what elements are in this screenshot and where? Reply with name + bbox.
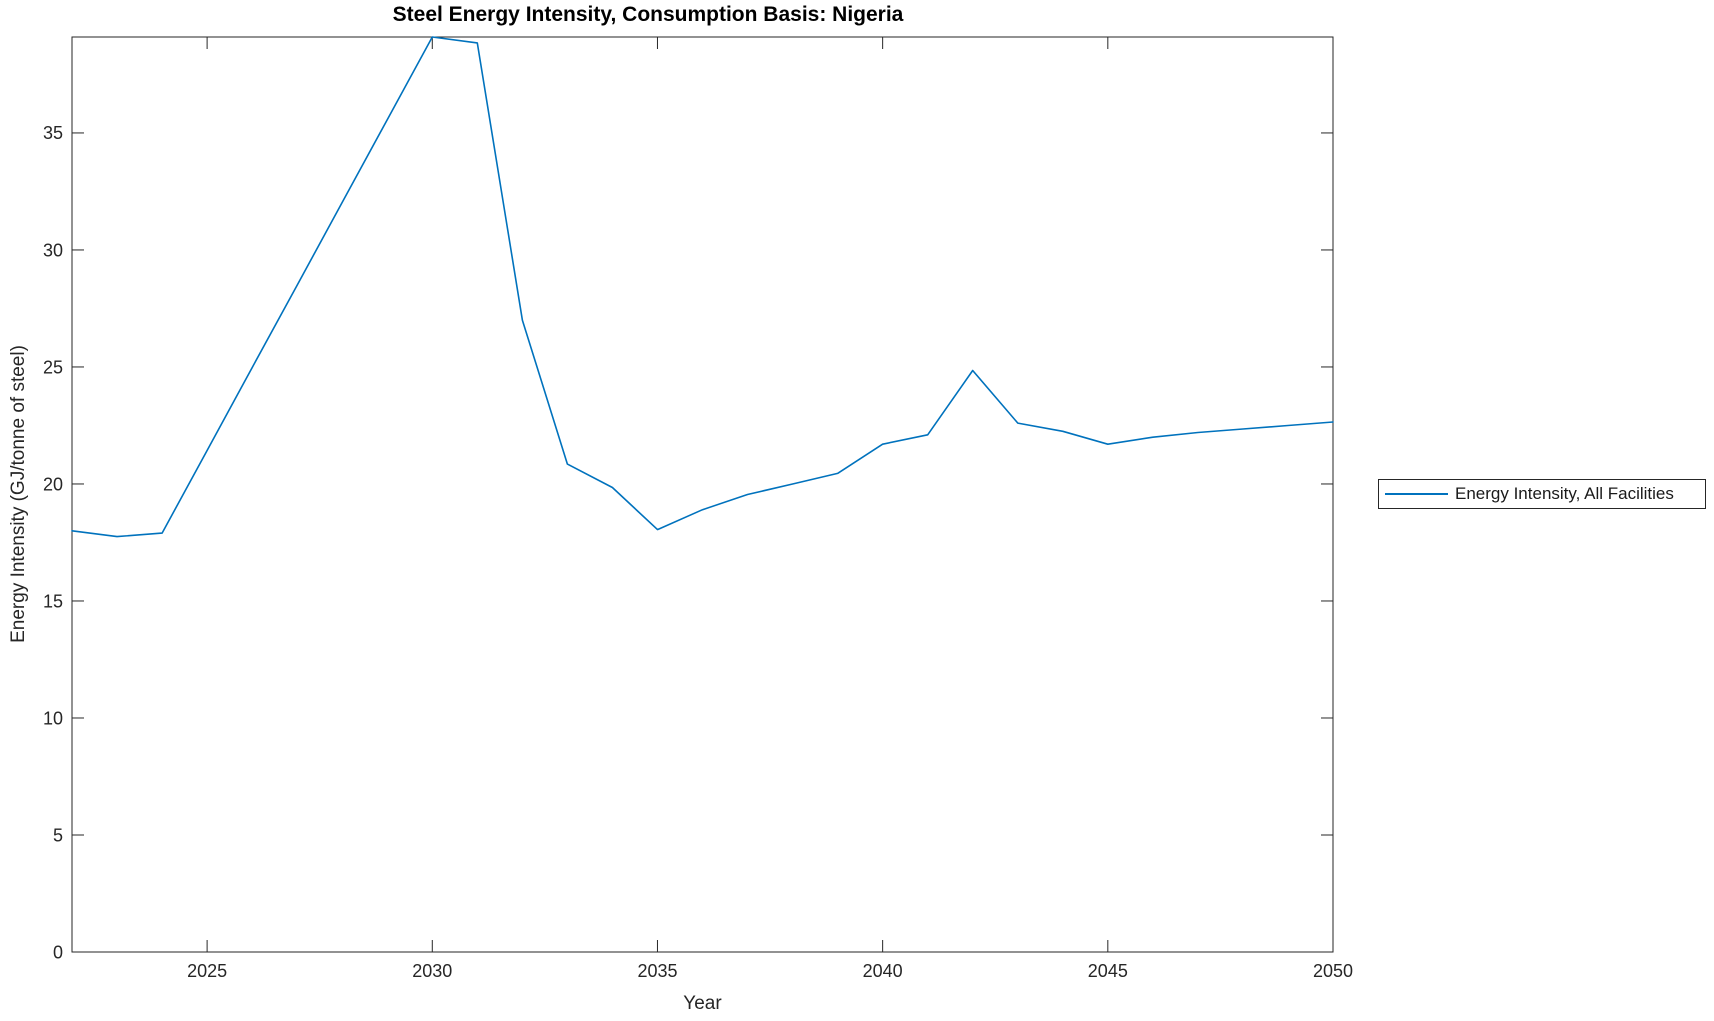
y-tick-label: 25 — [43, 357, 63, 377]
axes-box — [71, 36, 1334, 953]
x-tick-label: 2050 — [1313, 961, 1353, 981]
y-axis-label: Energy Intensity (GJ/tonne of steel) — [8, 345, 29, 643]
x-tick-label: 2045 — [1088, 961, 1128, 981]
x-tick-label: 2030 — [412, 961, 452, 981]
y-tick-label: 20 — [43, 474, 63, 494]
chart-title: Steel Energy Intensity, Consumption Basi… — [392, 3, 904, 26]
x-tick-label: 2040 — [863, 961, 903, 981]
y-tick-label: 0 — [53, 942, 63, 962]
y-tick-label: 15 — [43, 591, 63, 611]
legend: Energy Intensity, All Facilities — [1378, 479, 1706, 509]
x-tick-label: 2025 — [187, 961, 227, 981]
y-tick-label: 30 — [43, 240, 63, 260]
y-tick-label: 35 — [43, 123, 63, 143]
legend-label: Energy Intensity, All Facilities — [1455, 484, 1674, 503]
y-tick-label: 10 — [43, 708, 63, 728]
legend-line-sample-icon — [1385, 493, 1448, 495]
y-tick-label: 5 — [53, 825, 63, 845]
x-axis-label: Year — [683, 993, 722, 1014]
x-tick-label: 2035 — [637, 961, 677, 981]
data-line — [71, 36, 1334, 538]
